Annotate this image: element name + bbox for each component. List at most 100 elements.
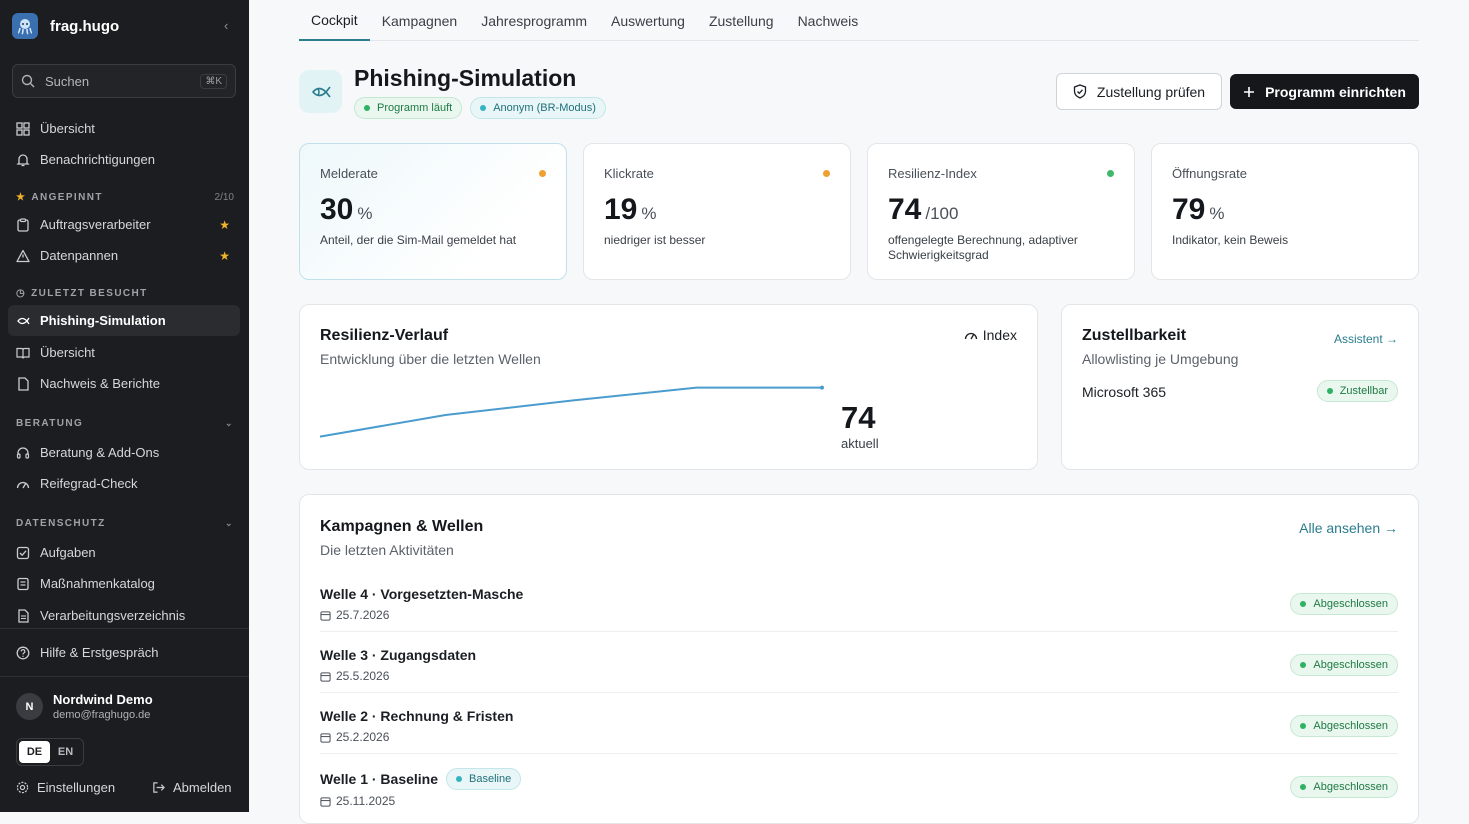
plus-icon (1243, 86, 1255, 98)
search-input[interactable]: Suchen ⌘K (12, 64, 236, 98)
sidebar-item-verarbeitungsverzeichnis[interactable]: Verarbeitungsverzeichnis (8, 600, 240, 631)
kpi-description: niedriger ist besser (604, 233, 830, 248)
sidebar-item-overview[interactable]: Übersicht (8, 113, 240, 144)
tab-cockpit[interactable]: Cockpit (299, 0, 370, 41)
badge-label: Programm läuft (377, 102, 452, 114)
campaign-row[interactable]: Welle 4 · Vorgesetzten-Masche 25.7.2026 … (320, 571, 1398, 632)
setup-program-button[interactable]: Programm einrichten (1230, 74, 1419, 109)
pinned-star-icon[interactable]: ★ (219, 218, 230, 232)
gear-icon (16, 781, 29, 794)
pinned-star-icon[interactable]: ★ (219, 249, 230, 263)
section-beratung[interactable]: BERATUNG ⌄ (16, 418, 234, 429)
kpi-value: 74/100 (888, 193, 1114, 227)
sidebar-item-label: Übersicht (40, 345, 95, 360)
tab-kampagnen[interactable]: Kampagnen (370, 0, 470, 41)
campaign-title: Welle 3 · Zugangsdaten (320, 647, 476, 663)
assistant-link[interactable]: Assistent → (1334, 332, 1398, 346)
delivery-card: Zustellbarkeit Allowlisting je Umgebung … (1061, 304, 1419, 470)
section-title: ANGEPINNT (31, 192, 103, 203)
resilience-series-line (320, 388, 822, 437)
campaigns-card: Kampagnen & Wellen Die letzten Aktivität… (299, 494, 1419, 824)
kpi-status-dot (539, 170, 546, 177)
search-shortcut: ⌘K (200, 74, 227, 89)
logout-button[interactable]: Abmelden (152, 780, 232, 795)
kpi-value: 19% (604, 193, 830, 227)
resilience-data-point (820, 386, 824, 390)
calendar-icon (320, 796, 331, 807)
sidebar-item-label: Auftragsverarbeiter (40, 217, 151, 232)
index-label[interactable]: Index (964, 327, 1017, 343)
settings-button[interactable]: Einstellungen (16, 780, 115, 795)
kpi-status-dot (1107, 170, 1114, 177)
campaign-date: 25.2.2026 (320, 730, 389, 744)
sidebar-item-label: Reifegrad-Check (40, 476, 138, 491)
user-email: demo@fraghugo.de (53, 709, 153, 721)
campaign-date: 25.11.2025 (320, 794, 395, 808)
language-switch: DE EN (16, 738, 84, 766)
index-label-text: Index (983, 327, 1017, 343)
calendar-icon (320, 610, 331, 621)
kpi-card-resilienz-index: Resilienz-Index 74/100 offengelegte Bere… (867, 143, 1135, 280)
sidebar-item-label: Aufgaben (40, 545, 96, 560)
sidebar-item-beratung-addons[interactable]: Beratung & Add-Ons (8, 437, 240, 468)
sidebar-item-label: Beratung & Add-Ons (40, 445, 159, 460)
main-content: Cockpit Kampagnen Jahresprogramm Auswert… (249, 0, 1469, 812)
logout-icon (152, 781, 165, 794)
sidebar-item-datenpannen[interactable]: Datenpannen ★ (8, 240, 240, 271)
sidebar-item-massnahmenkatalog[interactable]: Maßnahmenkatalog (8, 568, 240, 599)
card-subtitle: Die letzten Aktivitäten (320, 542, 1398, 558)
gauge-icon (964, 328, 978, 342)
environment-name: Microsoft 365 (1082, 384, 1166, 400)
pinned-count: 2/10 (215, 192, 234, 203)
sidebar-item-help[interactable]: Hilfe & Erstgespräch (8, 637, 240, 668)
sidebar-item-aufgaben[interactable]: Aufgaben (8, 537, 240, 568)
bell-icon (16, 153, 30, 167)
resilience-line-chart (318, 377, 838, 457)
sidebar-item-phishing-simulation[interactable]: Phishing-Simulation (8, 305, 240, 336)
page-title: Phishing-Simulation (354, 65, 576, 92)
tab-zustellung[interactable]: Zustellung (697, 0, 786, 41)
sidebar-item-notifications[interactable]: Benachrichtigungen (8, 144, 240, 175)
user-name: Nordwind Demo (53, 692, 153, 707)
section-title: BERATUNG (16, 418, 83, 429)
document-icon (16, 377, 30, 391)
tab-bar: Cockpit Kampagnen Jahresprogramm Auswert… (299, 0, 1419, 41)
campaign-row[interactable]: Welle 3 · Zugangsdaten 25.5.2026 Abgesch… (320, 632, 1398, 693)
kpi-label: Öffnungsrate (1172, 166, 1398, 181)
tab-jahresprogramm[interactable]: Jahresprogramm (469, 0, 599, 41)
lang-de-button[interactable]: DE (19, 741, 50, 763)
campaign-row[interactable]: Welle 2 · Rechnung & Fristen 25.2.2026 A… (320, 693, 1398, 754)
sidebar-item-nachweis[interactable]: Nachweis & Berichte (8, 368, 240, 399)
sidebar-item-auftragsverarbeiter[interactable]: Auftragsverarbeiter ★ (8, 209, 240, 240)
kpi-value: 30% (320, 193, 546, 227)
brand[interactable]: frag.hugo (12, 13, 119, 39)
kpi-description: Anteil, der die Sim-Mail gemeldet hat (320, 233, 546, 248)
chevron-down-icon: ⌄ (225, 518, 234, 529)
check-delivery-button[interactable]: Zustellung prüfen (1056, 73, 1222, 110)
kpi-card-melderate: Melderate 30% Anteil, der die Sim-Mail g… (299, 143, 567, 280)
headset-icon (16, 446, 30, 460)
status-badge: Abgeschlossen (1290, 776, 1398, 798)
sidebar-item-reifegrad-check[interactable]: Reifegrad-Check (8, 468, 240, 499)
clock-icon: ◷ (16, 288, 26, 299)
tab-auswertung[interactable]: Auswertung (599, 0, 697, 41)
collapse-sidebar-icon[interactable]: ‹ (224, 18, 228, 33)
section-title: DATENSCHUTZ (16, 518, 106, 529)
app-name: frag.hugo (50, 18, 119, 35)
sidebar-item-label: Nachweis & Berichte (40, 376, 160, 391)
sidebar-item-overview-recent[interactable]: Übersicht (8, 337, 240, 368)
card-subtitle: Allowlisting je Umgebung (1082, 351, 1398, 367)
kpi-card-klickrate: Klickrate 19% niedriger ist besser (583, 143, 851, 280)
lang-en-button[interactable]: EN (50, 741, 81, 763)
status-badge: Abgeschlossen (1290, 593, 1398, 615)
divider (0, 676, 249, 677)
tab-nachweis[interactable]: Nachweis (786, 0, 871, 41)
status-badge: Abgeschlossen (1290, 715, 1398, 737)
section-title: ZULETZT BESUCHT (31, 288, 148, 299)
kpi-value: 79% (1172, 193, 1398, 227)
user-profile[interactable]: N Nordwind Demo demo@fraghugo.de (16, 692, 153, 721)
section-datenschutz[interactable]: DATENSCHUTZ ⌄ (16, 518, 234, 529)
view-all-link[interactable]: Alle ansehen → (1299, 520, 1398, 536)
sidebar-item-label: Phishing-Simulation (40, 313, 166, 328)
